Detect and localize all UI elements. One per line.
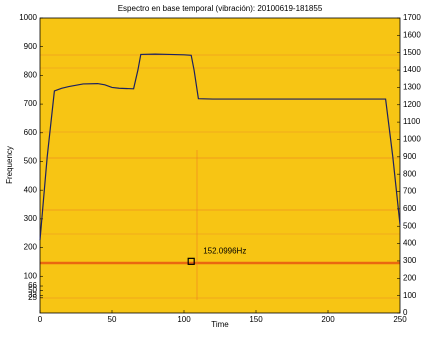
- chart-title: Espectro en base temporal (vibración): 2…: [118, 4, 323, 13]
- spectrogram-stripes: [40, 54, 400, 300]
- y-tick-label: 400: [24, 185, 38, 194]
- y-tick-label: 700: [24, 99, 38, 108]
- y-tick-label: 600: [24, 128, 38, 137]
- y2-tick-label: 1500: [403, 48, 421, 57]
- y-tick-label: 33: [28, 291, 37, 300]
- y2-tick-label: 1100: [403, 117, 421, 126]
- x-tick-label: 50: [108, 315, 117, 324]
- x-tick-label: 150: [249, 315, 263, 324]
- y-tick-label: 500: [24, 157, 38, 166]
- y2-tick-label: 100: [403, 291, 417, 300]
- y2-tick-label: 1000: [403, 135, 421, 144]
- y2-tick-label: 700: [403, 187, 417, 196]
- x-axis-label: Time: [211, 320, 229, 329]
- y2-tick-label: 300: [403, 256, 417, 265]
- y2-tick-label: 800: [403, 169, 417, 178]
- y-tick-label: 50: [28, 286, 37, 295]
- y-tick-label: 66: [28, 281, 37, 290]
- y-tick-label: 900: [24, 42, 38, 51]
- y2-tick-label: 900: [403, 152, 417, 161]
- y2-tick-label: 1600: [403, 30, 421, 39]
- y2-tick-label: 500: [403, 221, 417, 230]
- y-axis-label: Frequency: [5, 146, 14, 184]
- plot-frame: [39, 17, 401, 314]
- rpm-line: [39, 53, 401, 241]
- y-tick-label: 25: [28, 293, 37, 302]
- y-tick-label: 1000: [19, 13, 37, 22]
- y2-tick-label: 600: [403, 204, 417, 213]
- y2-tick-label: 1700: [403, 13, 421, 22]
- annotation-label: 152.0996Hz: [203, 246, 246, 255]
- y-tick-label: 300: [24, 214, 38, 223]
- y-tick-label: 800: [24, 71, 38, 80]
- y-tick-label: 200: [24, 243, 38, 252]
- x-tick-label: 0: [38, 315, 43, 324]
- y2-tick-label: 200: [403, 273, 417, 282]
- annotation-marker: [187, 257, 195, 265]
- y-tick-label: 100: [24, 271, 38, 280]
- x-tick-label: 250: [393, 315, 407, 324]
- spectrogram-background: [40, 18, 400, 313]
- y2-tick-label: 1200: [403, 100, 421, 109]
- y2-tick-label: 1400: [403, 65, 421, 74]
- y2-tick-label: 0: [403, 308, 408, 317]
- y2-tick-label: 1300: [403, 83, 421, 92]
- y2-tick-label: 400: [403, 239, 417, 248]
- x-tick-label: 200: [321, 315, 335, 324]
- x-tick-label: 100: [177, 315, 191, 324]
